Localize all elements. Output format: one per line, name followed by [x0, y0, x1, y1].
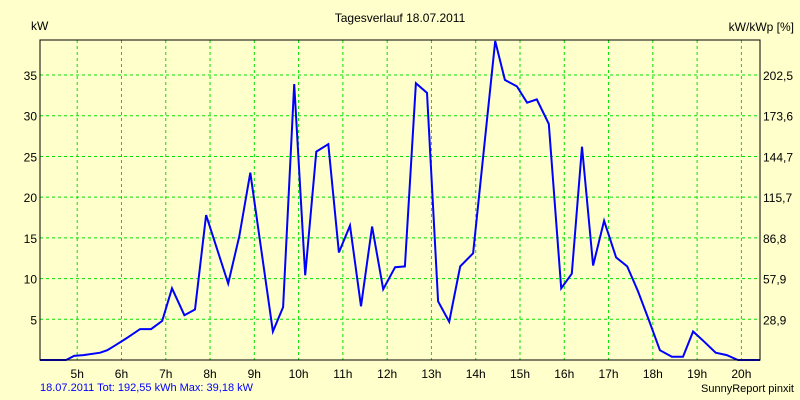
x-tick-label: 18h — [643, 367, 663, 381]
x-tick-label: 19h — [687, 367, 707, 381]
chart-title: Tagesverlauf 18.07.2011 — [334, 11, 466, 25]
x-tick-label: 8h — [203, 367, 216, 381]
x-tick-label: 16h — [554, 367, 574, 381]
y-tick-label: 35 — [24, 69, 38, 83]
x-tick-label: 14h — [466, 367, 486, 381]
x-tick-label: 15h — [510, 367, 530, 381]
y-tick-label: 15 — [24, 232, 38, 246]
x-tick-label: 6h — [115, 367, 128, 381]
y2-tick-label: 173,6 — [763, 110, 793, 124]
plot-frame — [39, 39, 761, 361]
x-tick-label: 12h — [377, 367, 397, 381]
y2-tick-label: 202,5 — [763, 69, 793, 83]
x-tick-label: 17h — [599, 367, 619, 381]
y-tick-label: 10 — [24, 273, 38, 287]
y2-tick-label: 115,7 — [763, 191, 792, 205]
x-tick-label: 7h — [159, 367, 172, 381]
summary-footer: 18.07.2011 Tot: 192,55 kWh Max: 39,18 kW — [40, 382, 253, 394]
y2-tick-label: 144,7 — [763, 150, 793, 164]
y2-tick-label: 86,8 — [763, 232, 787, 246]
x-tick-label: 13h — [421, 367, 441, 381]
x-tick-label: 5h — [71, 367, 84, 381]
y-axis-label: kW — [31, 19, 49, 33]
y2-axis-label: kW/kWp [%] — [728, 20, 794, 34]
x-tick-label: 20h — [731, 367, 751, 381]
x-tick-label: 9h — [248, 367, 261, 381]
y-tick-label: 30 — [24, 110, 38, 124]
x-tick-label: 10h — [289, 367, 309, 381]
y-tick-label: 25 — [24, 150, 38, 164]
y-tick-label: 5 — [30, 313, 37, 327]
y-tick-label: 20 — [24, 191, 38, 205]
series-line-kw — [40, 40, 760, 361]
credit-footer: SunnyReport pinxit — [701, 383, 794, 395]
y2-tick-label: 57,9 — [763, 273, 787, 287]
x-tick-label: 11h — [333, 367, 352, 381]
y2-tick-label: 28,9 — [763, 313, 787, 327]
